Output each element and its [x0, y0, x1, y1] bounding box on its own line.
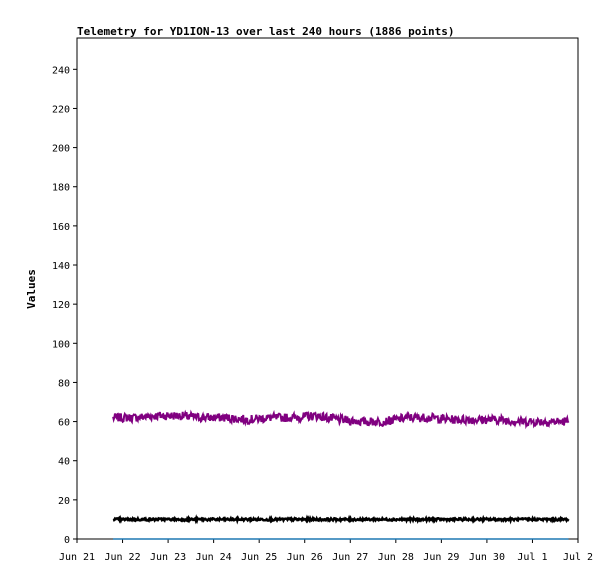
y-tick-label: 220: [52, 104, 70, 115]
series-line-2: [112, 514, 570, 525]
x-tick-label: Jul 1: [517, 552, 547, 563]
y-tick-label: 240: [52, 65, 70, 76]
y-tick-label: 200: [52, 144, 70, 155]
x-tick-label: Jun 21: [59, 552, 95, 563]
x-tick-label: Jun 27: [332, 552, 368, 563]
series-line-1: [112, 409, 570, 430]
x-tick-label: Jun 22: [104, 552, 140, 563]
plot-frame: [76, 37, 579, 540]
y-tick-label: 140: [52, 261, 70, 272]
chart-title: Telemetry for YD1ION-13 over last 240 ho…: [77, 25, 455, 38]
x-tick-label: Jun 28: [378, 552, 414, 563]
y-axis-label: Values: [25, 269, 38, 309]
y-tick-label: 0: [64, 535, 70, 546]
x-tick-label: Jun 30: [469, 552, 505, 563]
y-tick-label: 120: [52, 300, 70, 311]
x-tick-label: Jun 29: [423, 552, 459, 563]
x-tick-label: Jul 2: [563, 552, 593, 563]
series-layer: [112, 409, 570, 540]
x-tick-label: Jun 23: [150, 552, 186, 563]
y-tick-label: 60: [58, 418, 70, 429]
y-tick-label: 80: [58, 378, 70, 389]
x-tick-label: Jun 26: [287, 552, 323, 563]
y-tick-label: 100: [52, 339, 70, 350]
x-axis-ticks: Jun 21 Jun 22 Jun 23 Jun 24 Jun 25 Jun 26 Jun …: [59, 539, 593, 563]
y-tick-label: 20: [58, 496, 70, 507]
x-tick-label: Jun 24: [196, 552, 232, 563]
y-axis-ticks: 0 20 40 60 80 100 120 140 160 180 200 220 240: [52, 65, 77, 546]
y-tick-label: 160: [52, 222, 70, 233]
y-tick-label: 180: [52, 183, 70, 194]
y-tick-label: 40: [58, 457, 70, 468]
x-tick-label: Jun 25: [241, 552, 277, 563]
